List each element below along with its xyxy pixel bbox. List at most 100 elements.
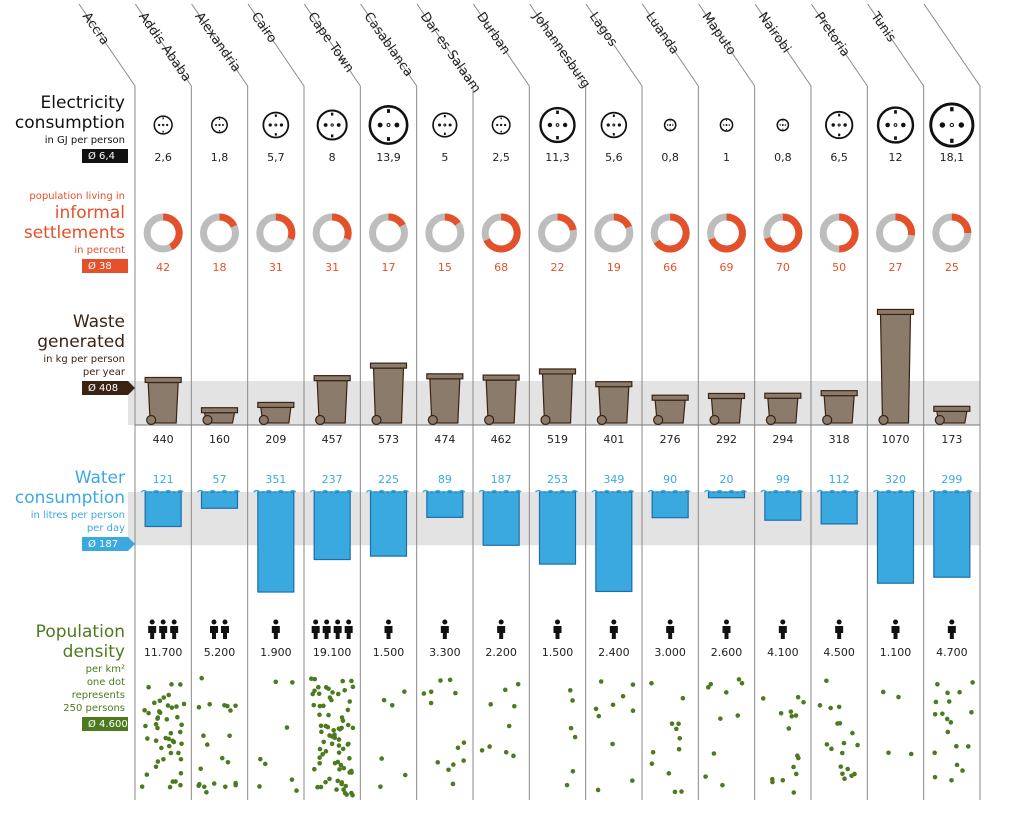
dot	[736, 677, 742, 682]
value-label: 187	[491, 473, 512, 486]
water-body	[538, 491, 577, 565]
dot	[708, 681, 714, 687]
panel-title: informal	[55, 203, 125, 223]
dot	[940, 711, 945, 717]
dot	[284, 725, 290, 730]
dot	[570, 768, 576, 774]
bin-wheel	[822, 414, 833, 426]
dot	[312, 676, 318, 682]
value-label: 5,6	[605, 151, 623, 164]
dot	[316, 691, 322, 697]
dot	[840, 771, 845, 777]
value-label: 4.700	[936, 646, 968, 659]
dot	[179, 722, 184, 728]
density-dots	[479, 681, 521, 759]
waste-bin	[200, 407, 239, 426]
average-label: Ø 4.600	[88, 718, 128, 730]
dot	[153, 738, 159, 744]
city-label: Cape Town	[304, 10, 356, 76]
bin-lid	[538, 368, 577, 375]
dot	[166, 736, 172, 742]
socket-pin	[893, 123, 898, 127]
dot	[650, 749, 656, 755]
dot	[451, 762, 456, 767]
person-head	[222, 619, 228, 625]
value-label: 112	[829, 473, 850, 486]
water-wave	[816, 489, 860, 495]
socket-pin	[562, 122, 568, 128]
panel-subtitle: in kg per person	[43, 354, 125, 365]
dot	[965, 744, 971, 749]
value-label: 20	[720, 473, 734, 486]
dot	[336, 737, 342, 742]
socket-pin	[949, 122, 955, 128]
water-bar	[534, 489, 579, 565]
dot	[946, 699, 952, 704]
socket-clip	[331, 112, 334, 116]
dot	[176, 750, 181, 756]
socket-clip	[669, 128, 671, 130]
person-head	[498, 619, 504, 625]
waste-bin	[426, 373, 464, 426]
bin-wheel	[596, 414, 607, 426]
value-label: 1.100	[880, 646, 912, 659]
dot	[944, 716, 950, 722]
dot	[855, 742, 860, 748]
value-label: 299	[941, 473, 962, 486]
dot	[945, 690, 950, 696]
dot	[960, 768, 965, 773]
water-body	[200, 491, 239, 509]
value-label: 237	[322, 473, 343, 486]
socket-pin	[958, 122, 965, 128]
waste-bin	[257, 401, 295, 426]
waste-bin	[369, 362, 408, 426]
column-line	[585, 3, 643, 800]
socket-pin	[939, 122, 946, 128]
socket-icon	[719, 118, 734, 132]
socket-pin	[274, 123, 278, 127]
dot	[720, 782, 725, 788]
dot	[323, 723, 329, 729]
water-body	[820, 491, 858, 525]
dot	[381, 697, 387, 703]
person-body	[835, 626, 844, 639]
socket-pin	[166, 123, 169, 127]
dot	[201, 733, 206, 739]
waste-bin	[933, 405, 971, 426]
dot	[225, 703, 230, 709]
dot	[677, 735, 683, 741]
dot	[669, 721, 675, 726]
bin-lid	[482, 374, 520, 381]
dot	[142, 707, 147, 713]
dot	[227, 733, 232, 739]
dot	[341, 765, 347, 771]
person-head	[273, 619, 279, 625]
value-label: 1,8	[211, 151, 229, 164]
people-icons	[148, 619, 179, 639]
dot	[337, 767, 342, 772]
dot	[145, 736, 150, 741]
bin-body	[879, 313, 912, 424]
socket-icon	[663, 118, 677, 132]
bin-lid	[764, 392, 802, 399]
dot	[760, 696, 766, 701]
socket-icon	[600, 111, 628, 139]
dot	[596, 713, 602, 719]
dot	[954, 762, 960, 768]
waste-bin	[651, 394, 689, 426]
dot	[845, 766, 851, 772]
bin-body	[372, 367, 405, 424]
city-label: Maputo	[699, 10, 739, 59]
dot	[211, 781, 217, 786]
value-label: 8	[329, 151, 336, 164]
dot	[932, 712, 938, 717]
socket-icon	[776, 118, 790, 132]
dot	[511, 753, 516, 759]
dot	[620, 693, 626, 699]
dot	[447, 677, 453, 683]
panel-title: Population	[36, 622, 125, 642]
dot	[168, 750, 174, 756]
dot	[896, 694, 901, 700]
dot	[817, 703, 823, 708]
person-body	[609, 626, 618, 639]
